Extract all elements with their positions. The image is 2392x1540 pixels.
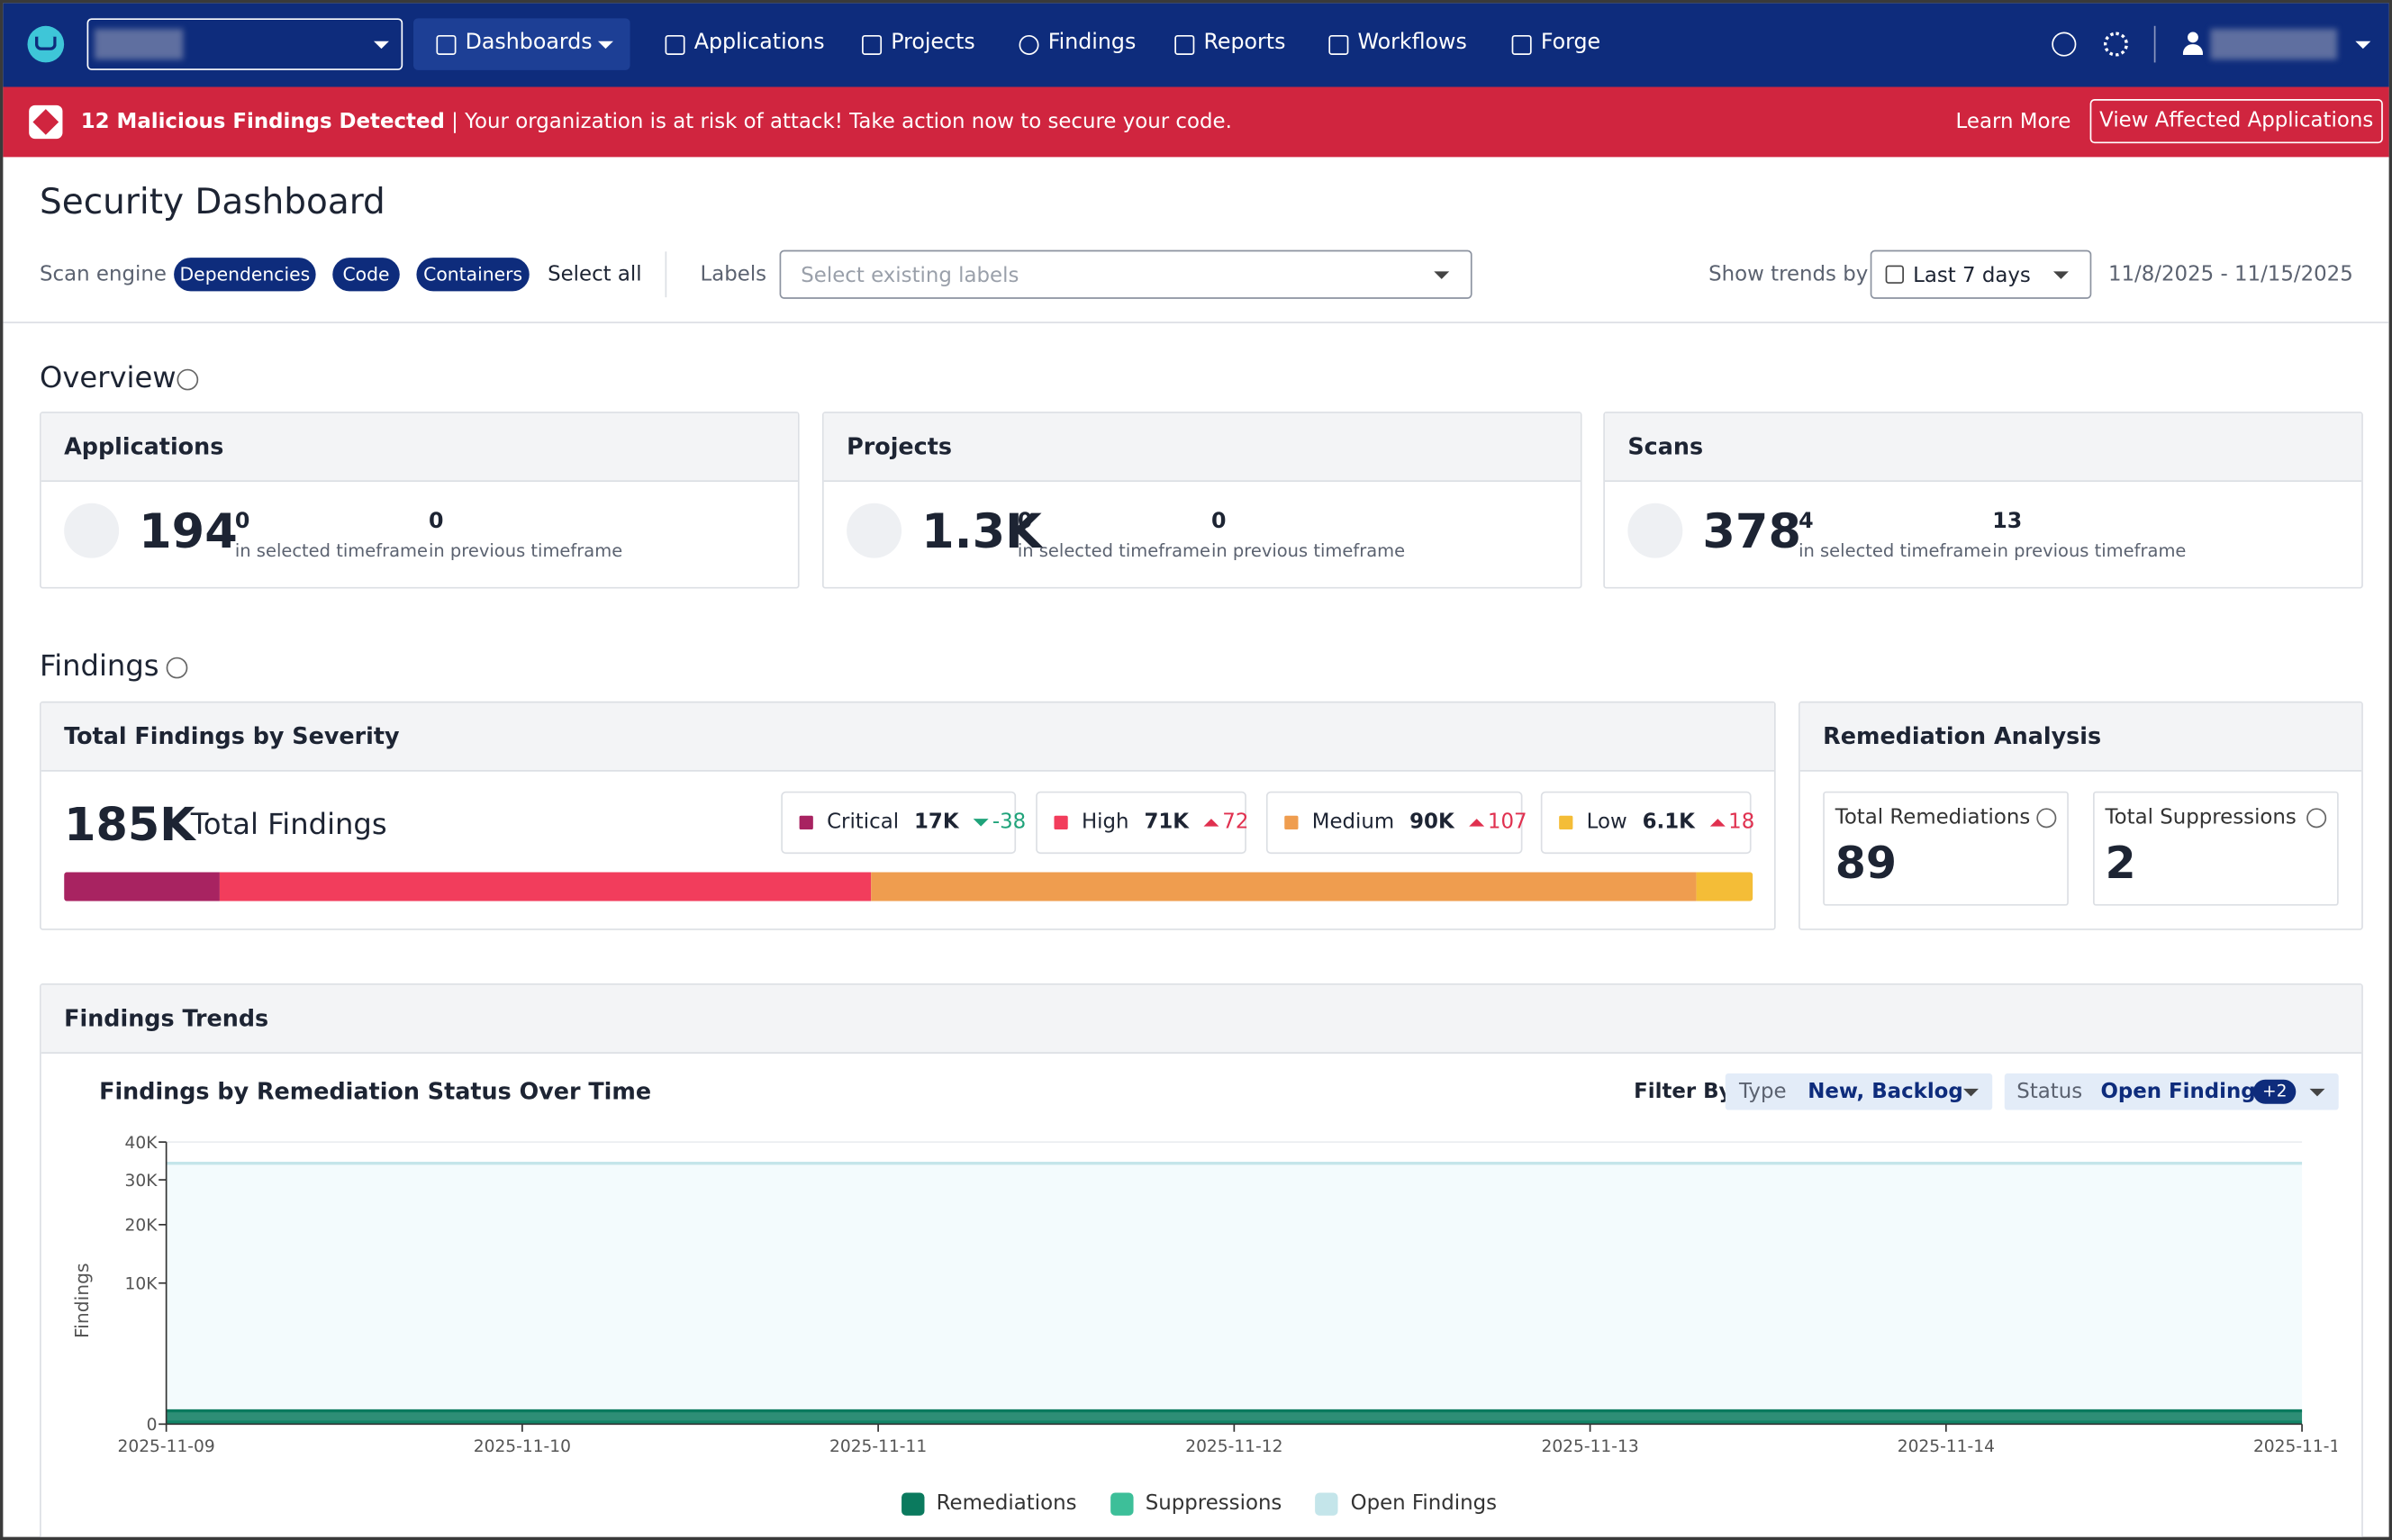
card-title: Scans xyxy=(1627,433,1703,460)
severity-swatch xyxy=(1559,815,1572,829)
card-header: Applications xyxy=(41,413,798,482)
legend-label: Open Findings xyxy=(1351,1491,1497,1516)
legend-item[interactable]: Remediations xyxy=(902,1491,1077,1516)
card-title: Projects xyxy=(847,433,952,460)
pill-row: High 71K 72 xyxy=(1054,810,1248,834)
severity-count: 90K xyxy=(1409,810,1454,834)
x-tick-labels: 2025-11-09 2025-11-10 2025-11-11 2025-11-12… xyxy=(118,1437,2351,1456)
info-icon[interactable] xyxy=(2036,808,2056,828)
pill-row: Critical 17K -38 xyxy=(800,810,1027,834)
legend-swatch xyxy=(1110,1492,1133,1515)
stat-label: Total Remediations xyxy=(1835,805,2031,829)
card-title: Applications xyxy=(64,433,223,460)
severity-change: 72 xyxy=(1222,810,1248,834)
y-axis-label: Findings xyxy=(71,1263,93,1338)
previous-label: in previous timeframe xyxy=(1992,539,2186,561)
stat-value: 2 xyxy=(2106,837,2136,889)
legend-label: Suppressions xyxy=(1146,1491,1282,1516)
previous-count: 0 xyxy=(429,509,444,533)
card-total: 378 xyxy=(1702,504,1801,559)
severity-count: 6.1K xyxy=(1643,810,1695,834)
legend-item[interactable]: Suppressions xyxy=(1110,1491,1282,1516)
severity-change: 18 xyxy=(1728,810,1754,834)
previous-count: 13 xyxy=(1992,509,2022,533)
x-tick-label: 2025-11-10 xyxy=(474,1437,571,1456)
severity-name: High xyxy=(1082,810,1129,834)
severity-count: 17K xyxy=(914,810,959,834)
series-area xyxy=(167,1411,2302,1425)
severity-count: 71K xyxy=(1144,810,1189,834)
previous-count: 0 xyxy=(1211,509,1227,533)
severity-pill: Low 6.1K 18 xyxy=(1541,792,1752,854)
pill-row: Medium 90K 107 xyxy=(1284,810,1527,834)
y-tick-label: 30K xyxy=(125,1172,159,1191)
change-arrow xyxy=(1204,818,1219,825)
selected-count: 0 xyxy=(1018,509,1033,533)
severity-name: Critical xyxy=(827,810,899,834)
legend-label: Remediations xyxy=(937,1491,1077,1516)
trend-chart: Findings 010K20K30K40K2025-11-092025-11-… xyxy=(3,3,2392,1536)
y-tick-label: 40K xyxy=(125,1134,159,1153)
legend-item[interactable]: Open Findings xyxy=(1316,1491,1497,1516)
stat-value: 89 xyxy=(1835,837,1897,889)
severity-change: -38 xyxy=(992,810,1026,834)
series-area xyxy=(167,1164,2302,1425)
selected-count: 0 xyxy=(235,509,250,533)
selected-label: in selected timeframe xyxy=(1799,539,1991,561)
y-tick-label: 20K xyxy=(125,1217,159,1236)
card-icon xyxy=(64,503,119,558)
severity-swatch xyxy=(1054,815,1067,829)
change-arrow xyxy=(1470,818,1485,825)
x-tick-label: 2025-11-11 xyxy=(829,1437,927,1456)
previous-label: in previous timeframe xyxy=(1211,539,1405,561)
x-tick-label: 2025-11-12 xyxy=(1185,1437,1282,1456)
x-tick-label: 2025-11-09 xyxy=(118,1437,215,1456)
severity-name: Low xyxy=(1587,810,1627,834)
overview-card: Applications1940in selected timeframe0in… xyxy=(40,412,800,588)
selected-count: 4 xyxy=(1799,509,1814,533)
stat-label: Total Suppressions xyxy=(2106,805,2297,829)
info-icon[interactable] xyxy=(2306,808,2326,828)
change-arrow xyxy=(1710,818,1726,825)
legend-swatch xyxy=(902,1492,924,1515)
y-tick-label: 0 xyxy=(147,1416,158,1435)
overview-card: Scans 3784 in selected timeframe13 in previ… xyxy=(1603,412,2363,588)
severity-pill: High 71K 72 xyxy=(1036,792,1246,854)
overview-card: Projects1.3K0in selected timeframe0in pr… xyxy=(822,412,1582,588)
selected-label: in selected timeframe xyxy=(235,539,428,561)
pill-row: Low 6.1K 18 xyxy=(1559,810,1754,834)
card-header: Scans xyxy=(1605,413,2361,482)
x-tick-label: 2025-11-15 xyxy=(2253,1437,2351,1456)
y-tick-label: 10K xyxy=(125,1274,159,1293)
severity-name: Medium xyxy=(1312,810,1394,834)
card-total: 194 xyxy=(139,504,238,559)
severity-pill: Critical17K-38 xyxy=(781,792,1016,854)
severity-swatch xyxy=(800,815,813,829)
card-header: Projects xyxy=(824,413,1581,482)
severity-change: 107 xyxy=(1488,810,1527,834)
card-icon xyxy=(847,503,902,558)
x-tick-label: 2025-11-14 xyxy=(1898,1437,1995,1456)
selected-label: in selected timeframe xyxy=(1018,539,1210,561)
remediation-stat: Total Remediations 89 xyxy=(1823,792,2069,906)
remediation-stat: Total Suppressions 2 xyxy=(2093,792,2339,906)
change-arrow xyxy=(974,818,989,825)
legend-swatch xyxy=(1316,1492,1338,1515)
previous-label: in previous timeframe xyxy=(429,539,622,561)
x-tick-label: 2025-11-13 xyxy=(1541,1437,1638,1456)
legend: Remediations Suppressions Open Findings xyxy=(3,1491,2392,1516)
severity-swatch xyxy=(1284,815,1298,829)
card-icon xyxy=(1627,503,1682,558)
severity-pill: Medium90K107 xyxy=(1266,792,1523,854)
